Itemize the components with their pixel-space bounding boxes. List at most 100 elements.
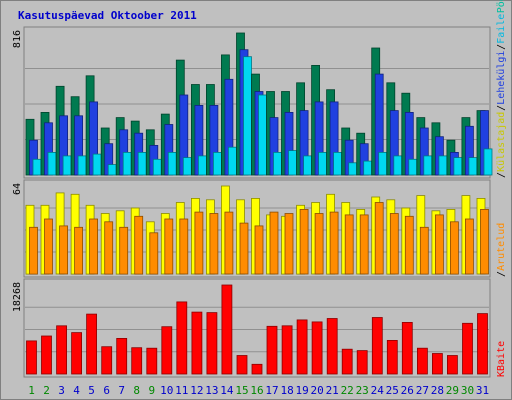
bar-kbaite-day-3 <box>56 325 67 375</box>
x-tick-label-day-5: 5 <box>88 384 95 397</box>
bar-kbaite-day-11 <box>176 301 188 375</box>
legend-separator: / <box>496 44 507 50</box>
bar-arutelud-day-31 <box>480 208 489 275</box>
bar-faile-day-16 <box>258 94 267 176</box>
bar-kbaite-day-23 <box>356 350 368 375</box>
bar-faile-day-31 <box>483 148 493 176</box>
bar-faile-day-18 <box>288 150 297 176</box>
y-max-label-middle: 64 <box>12 183 23 195</box>
bar-kbaite-day-21 <box>326 318 338 375</box>
y-max-label-bottom: 18268 <box>12 282 23 312</box>
x-tick-label-day-9: 9 <box>148 384 155 397</box>
x-tick-label-day-28: 28 <box>431 384 444 397</box>
bar-arutelud-day-15 <box>239 222 249 275</box>
bar-kbaite-day-16 <box>251 363 263 375</box>
bar-kbaite-day-20 <box>311 321 323 375</box>
bar-faile-day-8 <box>137 151 147 176</box>
x-tick-label-day-6: 6 <box>103 384 110 397</box>
bar-kbaite-day-10 <box>161 326 173 375</box>
x-tick-label-day-26: 26 <box>401 384 414 397</box>
bar-faile-day-28 <box>438 155 448 176</box>
bar-faile-day-17 <box>273 151 282 176</box>
bar-arutelud-day-29 <box>449 221 459 275</box>
x-tick-label-day-15: 15 <box>235 384 248 397</box>
x-tick-label-day-1: 1 <box>28 384 35 397</box>
bar-arutelud-day-19 <box>299 208 309 275</box>
bar-faile-day-1 <box>32 158 42 176</box>
bar-arutelud-day-11 <box>179 218 189 275</box>
bar-faile-day-2 <box>47 151 57 176</box>
bar-faile-day-6 <box>107 164 117 176</box>
bar-faile-day-26 <box>408 158 418 176</box>
legend-pöördumisi: Pöördumisi <box>496 0 507 13</box>
bar-arutelud-day-6 <box>104 221 114 275</box>
bar-arutelud-day-26 <box>404 215 414 275</box>
bar-kbaite-day-1 <box>26 340 37 375</box>
x-tick-label-day-14: 14 <box>220 384 234 397</box>
x-tick-label-day-25: 25 <box>386 384 399 397</box>
bar-kbaite-day-31 <box>477 313 488 375</box>
chart-title: Kasutuspäevad Oktoober 2011 <box>18 9 197 22</box>
bar-arutelud-day-4 <box>74 226 83 275</box>
legend-faile: Faile <box>496 14 507 44</box>
bar-faile-day-30 <box>468 157 478 176</box>
bar-kbaite-day-8 <box>131 347 143 375</box>
bar-faile-day-21 <box>333 151 343 176</box>
panel-bottom: 18268 <box>12 278 491 378</box>
bar-kbaite-day-5 <box>86 313 97 375</box>
bar-arutelud-day-7 <box>119 226 129 275</box>
bar-kbaite-day-30 <box>462 322 473 375</box>
x-tick-label-day-18: 18 <box>280 384 293 397</box>
bar-faile-day-9 <box>152 158 162 176</box>
bar-kbaite-day-19 <box>296 319 308 375</box>
bar-kbaite-day-4 <box>71 332 82 375</box>
bar-kbaite-day-24 <box>371 317 383 375</box>
legend-separator: / <box>496 105 507 111</box>
x-tick-label-day-7: 7 <box>118 384 125 397</box>
bar-kbaite-day-28 <box>431 353 443 375</box>
x-tick-label-day-30: 30 <box>461 384 474 397</box>
bar-faile-day-23 <box>363 160 373 176</box>
bar-arutelud-day-25 <box>389 213 399 275</box>
bar-faile-day-19 <box>303 155 313 176</box>
x-tick-label-day-31: 31 <box>476 384 489 397</box>
bar-faile-day-20 <box>318 151 328 176</box>
x-tick-label-day-24: 24 <box>371 384 385 397</box>
bar-arutelud-day-23 <box>359 214 369 275</box>
bar-kbaite-day-15 <box>236 355 248 375</box>
x-tick-label-day-20: 20 <box>310 384 323 397</box>
x-tick-label-day-22: 22 <box>341 384 354 397</box>
x-tick-label-day-27: 27 <box>416 384 429 397</box>
bar-kbaite-day-2 <box>41 335 52 375</box>
bar-arutelud-day-8 <box>134 215 144 275</box>
x-tick-label-day-2: 2 <box>43 384 50 397</box>
bar-kbaite-day-29 <box>446 355 458 375</box>
bar-faile-day-15 <box>243 56 252 176</box>
bar-kbaite-day-9 <box>146 347 158 375</box>
bar-faile-day-24 <box>378 151 388 176</box>
bar-kbaite-day-26 <box>401 321 413 375</box>
x-tick-label-day-21: 21 <box>326 384 339 397</box>
bar-arutelud-day-9 <box>149 232 159 275</box>
x-tick-label-day-29: 29 <box>446 384 459 397</box>
legend-separator: / <box>496 172 507 178</box>
bar-arutelud-day-28 <box>434 214 444 275</box>
bar-faile-day-11 <box>182 157 192 176</box>
bar-arutelud-day-5 <box>89 218 98 275</box>
bar-arutelud-day-16 <box>254 225 264 275</box>
x-tick-label-day-23: 23 <box>356 384 369 397</box>
bar-arutelud-day-24 <box>374 202 384 275</box>
x-tick-label-day-8: 8 <box>133 384 140 397</box>
bar-arutelud-day-22 <box>344 214 354 275</box>
x-tick-label-day-17: 17 <box>265 384 278 397</box>
legend-lehekülgi: Lehekülgi <box>496 51 507 105</box>
legend-külastajad: Külastajad <box>496 112 507 172</box>
bar-arutelud-day-12 <box>194 211 204 275</box>
bar-arutelud-day-21 <box>329 211 339 275</box>
x-tick-label-day-11: 11 <box>175 384 188 397</box>
bar-kbaite-day-18 <box>281 325 293 375</box>
x-tick-label-day-19: 19 <box>295 384 308 397</box>
bar-kbaite-day-27 <box>416 347 428 375</box>
bar-kbaite-day-17 <box>266 325 278 375</box>
bar-kbaite-day-25 <box>386 339 398 375</box>
